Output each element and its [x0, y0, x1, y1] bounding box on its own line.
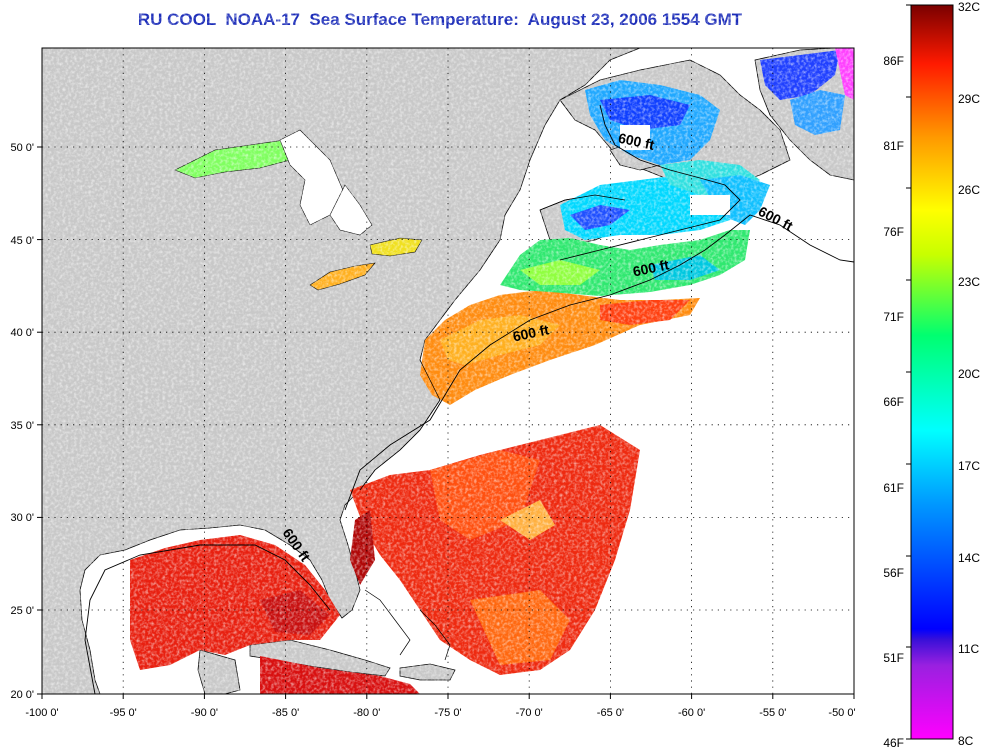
colorbar-celsius-label: 17C	[958, 459, 980, 473]
lon-tick-label: -85 0'	[272, 707, 299, 719]
lat-tick-label: 45 0'	[10, 235, 34, 247]
lon-tick-label: -55 0'	[759, 707, 786, 719]
lat-tick-label: 20 0'	[10, 689, 34, 701]
colorbar-fahrenheit-label: 46F	[883, 736, 904, 750]
lon-tick-label: -95 0'	[110, 707, 137, 719]
map-title: RU COOL NOAA-17 Sea Surface Temperature:…	[137, 10, 743, 29]
colorbar-celsius-label: 8C	[958, 734, 974, 748]
lon-tick-label: -75 0'	[434, 707, 461, 719]
colorbar-celsius-label: 32C	[958, 0, 980, 14]
lon-tick-labels: -100 0' -95 0' -90 0' -85 0' -80 0' -75 …	[25, 707, 855, 719]
lon-tick-label: -90 0'	[191, 707, 218, 719]
colorbar-celsius-label: 29C	[958, 92, 980, 106]
colorbar-celsius-label: 14C	[958, 551, 980, 565]
colorbar-fahrenheit-label: 51F	[883, 651, 904, 665]
colorbar-fahrenheit-label: 66F	[883, 395, 904, 409]
colorbar-fahrenheit-label: 61F	[883, 481, 904, 495]
colorbar-celsius-label: 26C	[958, 183, 980, 197]
lat-tick-label: 50 0'	[10, 142, 34, 154]
lon-tick-label: -70 0'	[516, 707, 543, 719]
contour-label: 600 ft	[631, 256, 670, 279]
colorbar-fahrenheit-label: 71F	[883, 310, 904, 324]
map-grid	[42, 48, 854, 694]
lon-tick-label: -60 0'	[678, 707, 705, 719]
lat-tick-label: 25 0'	[10, 605, 34, 617]
colorbar-celsius-label: 11C	[958, 642, 979, 656]
lat-tick-label: 40 0'	[10, 327, 34, 339]
lon-tick-label: -100 0'	[25, 707, 58, 719]
colorbar: 32C 29C 26C 23C 20C 17C 14C 11C 8C 86F 8…	[883, 0, 980, 750]
lon-tick-label: -50 0'	[828, 707, 855, 719]
colorbar-fahrenheit-label: 81F	[883, 139, 904, 153]
lat-tick-label: 35 0'	[10, 420, 34, 432]
sst-swaths	[42, 48, 854, 694]
lon-tick-label: -80 0'	[353, 707, 380, 719]
contour-label: 600 ft	[511, 321, 550, 344]
lon-tick-label: -65 0'	[597, 707, 624, 719]
colorbar-fahrenheit-label: 86F	[883, 54, 904, 68]
colorbar-fahrenheit-label: 76F	[883, 225, 904, 239]
colorbar-gradient	[910, 4, 954, 740]
contour-label: 600 ft	[617, 130, 656, 153]
colorbar-fahrenheit-label: 56F	[883, 566, 904, 580]
bathymetry-contour	[84, 104, 855, 695]
axis-tick-marks	[37, 146, 855, 699]
lat-tick-label: 30 0'	[10, 512, 34, 524]
colorbar-celsius-label: 20C	[958, 367, 980, 381]
lat-tick-labels: 20 0' 25 0' 30 0' 35 0' 40 0' 45 0' 50 0…	[10, 142, 34, 701]
colorbar-celsius-label: 23C	[958, 275, 980, 289]
